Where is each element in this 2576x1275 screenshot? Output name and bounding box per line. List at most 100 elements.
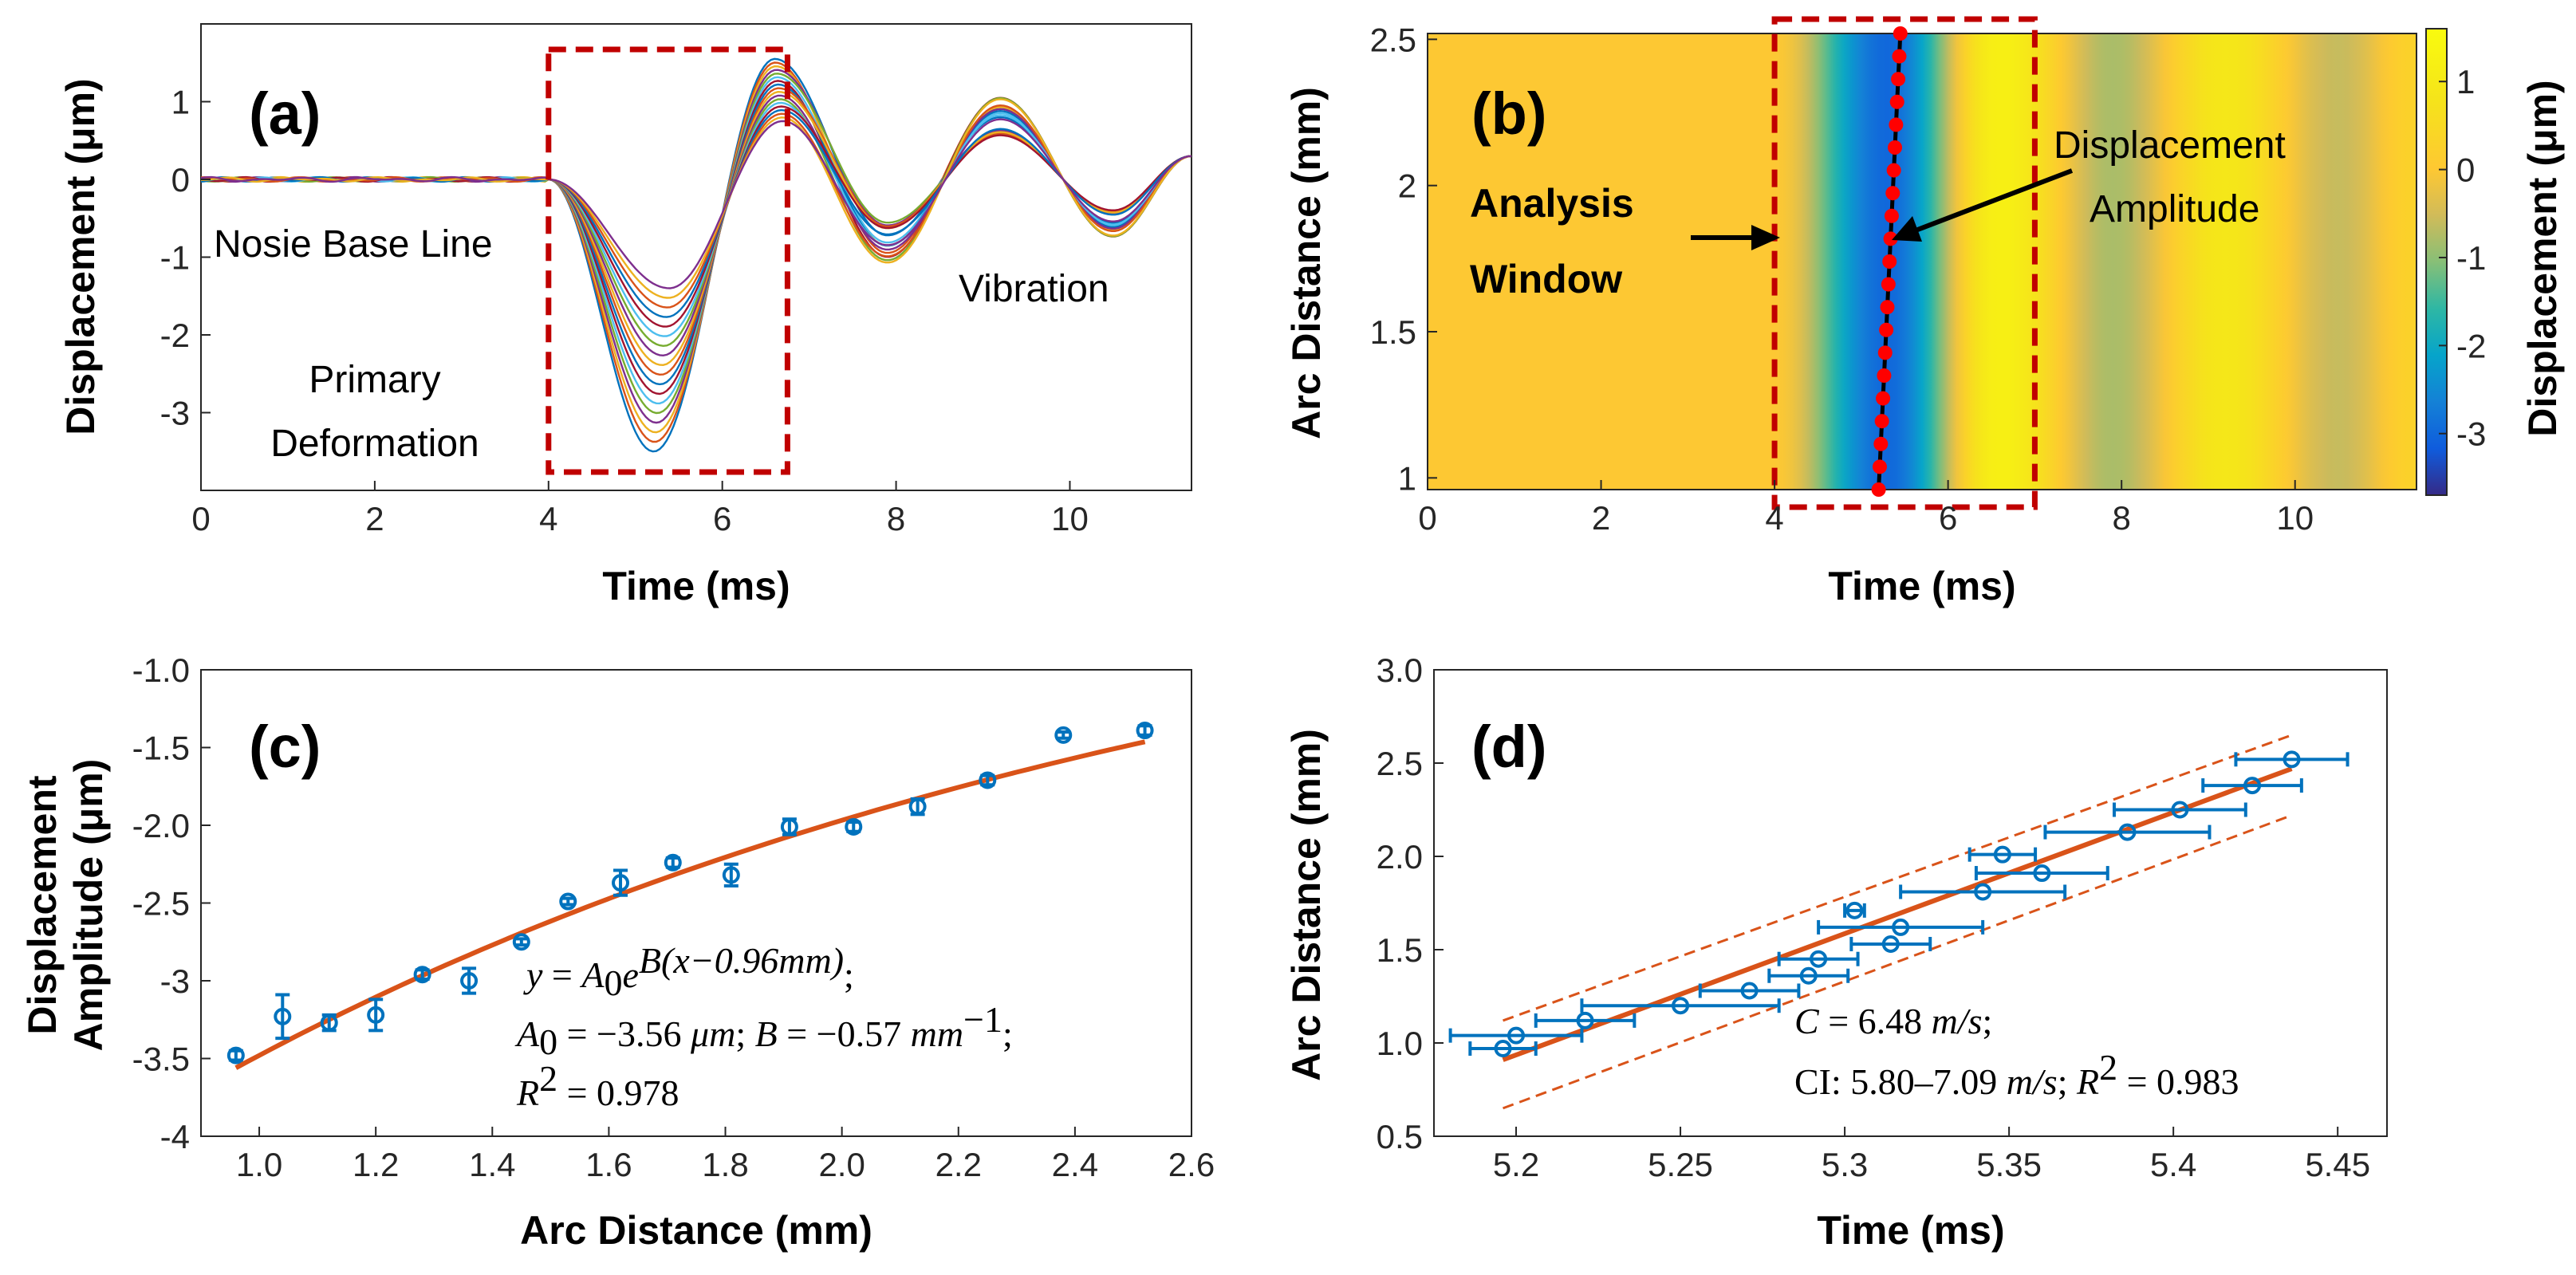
panel-a-xtick-label: 4 — [539, 500, 557, 537]
panel-b-xlabel: Time (ms) — [1828, 564, 2015, 608]
panel-c-ytick-label: -3 — [160, 962, 190, 1000]
panel-b-y-ticks: 1 1.5 2 2.5 — [1370, 21, 1437, 497]
panel-c-xtick-label: 2.2 — [935, 1146, 982, 1183]
data-point — [2283, 750, 2301, 769]
track-point — [1877, 345, 1893, 360]
panel-b-label: (b) — [1471, 81, 1547, 147]
trace-line — [201, 104, 1191, 309]
colorbar-tick-label: -1 — [2456, 239, 2486, 277]
data-point — [226, 1046, 245, 1064]
panel-b-frame — [1427, 33, 2417, 490]
eq-c-um: μm — [690, 1013, 735, 1054]
track-point — [1871, 482, 1886, 497]
data-point — [2118, 823, 2137, 841]
data-point — [1136, 722, 1154, 740]
eq-c-A: A — [579, 954, 605, 995]
colorbar-tick-label: 1 — [2456, 63, 2475, 100]
track-point — [1883, 231, 1898, 246]
annotation-window: Window — [1470, 257, 1622, 301]
panel-d-ci-upper — [1503, 734, 2293, 1022]
panel-d-ytick-label: 2.0 — [1377, 838, 1423, 876]
data-point — [780, 817, 798, 836]
trace-line — [201, 118, 1191, 289]
annotation-deformation: Deformation — [270, 423, 479, 465]
eq-c-semi1: ; — [844, 954, 854, 995]
panel-d-xtick-label: 5.4 — [2150, 1146, 2196, 1183]
panel-a-traces — [201, 57, 1191, 453]
colorbar-tick-label: 0 — [2456, 152, 2475, 189]
panel-b-x-ticks: 0 2 4 6 8 10 — [1418, 480, 2314, 537]
panel-d-equation-line2: CI: 5.80–7.09 m/s; R2 = 0.983 — [1794, 1047, 2239, 1102]
track-point — [1886, 163, 1901, 178]
eq-c-B: B — [755, 1013, 778, 1054]
track-point — [1876, 391, 1891, 406]
panel-c-equation-line3: R2 = 0.978 — [516, 1058, 679, 1113]
data-point — [1740, 982, 1759, 1000]
eq-d-sq: 2 — [2099, 1047, 2117, 1088]
annotation-primary: Primary — [309, 359, 440, 401]
panel-c-ylabel-line2: Amplitude (μm) — [66, 759, 111, 1052]
colorbar-label: Displacement (μm) — [2520, 80, 2565, 436]
panel-d-xtick-label: 5.25 — [1648, 1146, 1713, 1183]
panel-c-label: (c) — [249, 714, 321, 780]
arrow-displacement-amplitude-shaft — [1908, 168, 2074, 235]
panel-a-xtick-label: 6 — [713, 500, 731, 537]
panel-c-ytick-label: -1.0 — [132, 651, 190, 689]
panel-d-ytick-label: 0.5 — [1377, 1118, 1423, 1155]
eq-d-r2val: = 0.983 — [2117, 1061, 2239, 1102]
data-point — [908, 797, 927, 816]
eq-c-r2val: = 0.978 — [557, 1072, 679, 1113]
data-point — [1993, 845, 2011, 864]
panel-c-xtick-label: 2.6 — [1168, 1146, 1215, 1183]
panel-b: 0 2 4 6 8 10 11.522.5 10-1-2-3 Displacement (… — [1284, 16, 2565, 608]
eq-c-bval: = −0.57 — [778, 1013, 911, 1054]
data-point — [413, 966, 431, 984]
panel-c: 1.0 1.2 1.4 1.6 1.8 2.0 2.2 2.4 2.6 -1.0 -1.5 -2.0… — [20, 651, 1215, 1253]
panel-c-xtick-label: 2.0 — [818, 1146, 865, 1183]
panel-b-xtick-label: 6 — [1939, 499, 1957, 537]
panel-a-xlabel: Time (ms) — [602, 564, 790, 608]
panel-d-xtick-label: 5.35 — [1976, 1146, 2042, 1183]
eq-c-mm: mm — [911, 1013, 963, 1054]
panel-a-xtick-label: 2 — [365, 500, 384, 537]
data-point — [612, 874, 630, 892]
panel-c-ytick-label: -4 — [160, 1118, 190, 1155]
eq-d-ms: m/s — [1932, 1001, 1983, 1041]
panel-a-ytick-label: 0 — [171, 161, 190, 199]
eq-c-sub0: 0 — [604, 962, 622, 1003]
panel-a-ytick-label: -1 — [160, 239, 190, 277]
data-point — [1494, 1040, 1512, 1058]
panel-d-x-ticks: 5.2 5.25 5.3 5.35 5.4 5.45 — [1493, 1127, 2370, 1183]
panel-a-ytick-label: -2 — [160, 317, 190, 354]
panel-c-xtick-label: 1.6 — [585, 1146, 632, 1183]
panel-c-points — [226, 722, 1154, 1064]
eq-d-ms2: m/s — [2007, 1061, 2058, 1102]
eq-d-ci: CI: 5.80–7.09 — [1794, 1061, 2007, 1102]
panel-a-xtick-label: 10 — [1051, 500, 1089, 537]
panel-d-equation-line1: C = 6.48 m/s; — [1794, 1001, 1992, 1041]
panel-d-ytick-label: 1.0 — [1377, 1025, 1423, 1062]
panel-d-ytick-label: 1.5 — [1377, 931, 1423, 969]
eq-d-semi: ; — [1983, 1001, 1993, 1041]
panel-d-ytick-label: 3.0 — [1377, 651, 1423, 689]
track-point — [1884, 208, 1899, 223]
eq-c-e: e — [622, 954, 638, 995]
data-point — [1974, 883, 1992, 901]
eq-c-R: R — [516, 1072, 539, 1113]
panel-d-frame — [1433, 669, 2388, 1137]
data-point — [2033, 864, 2051, 883]
eq-c-eq1: = — [542, 954, 581, 995]
panel-d-points — [1448, 750, 2350, 1058]
annotation-displacement: Displacement — [2054, 124, 2286, 167]
arrow-displacement-amplitude-head — [1892, 216, 1922, 242]
data-point — [1881, 935, 1900, 953]
data-point — [722, 866, 740, 884]
panel-a-y-ticks: 1 0 -1 -2 -3 — [160, 84, 211, 432]
data-point — [979, 771, 997, 789]
panel-d-equation: C = 6.48 m/s; CI: 5.80–7.09 m/s; R2 = 0.… — [1794, 1001, 2239, 1102]
panel-c-x-ticks: 1.0 1.2 1.4 1.6 1.8 2.0 2.2 2.4 2.6 — [236, 1127, 1215, 1183]
panel-c-xlabel: Arc Distance (mm) — [520, 1208, 872, 1253]
panel-a-ytick-label: -3 — [160, 395, 190, 432]
data-point — [512, 933, 530, 951]
